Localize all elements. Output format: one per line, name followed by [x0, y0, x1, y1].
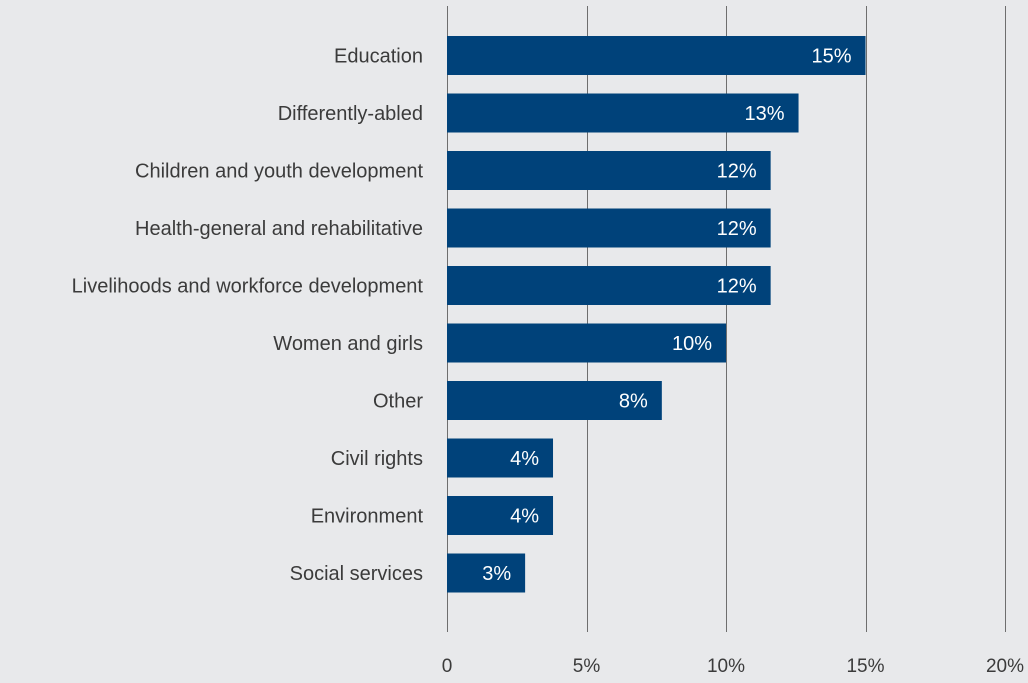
bar-value-label: 8% — [619, 391, 648, 413]
bars — [447, 36, 866, 593]
x-tick-label: 20% — [986, 656, 1024, 677]
category-label: Other — [373, 391, 423, 413]
bar — [447, 93, 799, 133]
bar-value-label: 10% — [672, 333, 712, 355]
bar — [447, 36, 866, 75]
value-labels: 15% 13% 12% 12% 12% 10% 8% 4% 4% 3% — [482, 46, 852, 586]
category-label: Education — [334, 46, 423, 68]
x-tick-label: 5% — [573, 656, 601, 677]
category-label: Civil rights — [331, 448, 423, 470]
bar — [447, 151, 771, 190]
category-label: Children and youth development — [135, 161, 423, 183]
category-label: Women and girls — [273, 333, 423, 355]
bar — [447, 323, 726, 363]
bar — [447, 553, 526, 593]
bar-value-label: 3% — [482, 563, 511, 585]
category-label: Environment — [311, 506, 424, 528]
bar — [447, 496, 554, 535]
bar-value-label: 12% — [717, 218, 757, 240]
bar — [447, 266, 771, 305]
category-label: Health-general and rehabilitative — [135, 218, 423, 240]
category-label: Livelihoods and workforce development — [72, 276, 424, 298]
bar-value-label: 13% — [745, 103, 785, 125]
x-tick-label: 10% — [707, 656, 745, 677]
bar-value-label: 12% — [717, 276, 757, 298]
bar — [447, 381, 662, 420]
bar — [447, 438, 554, 478]
bar-value-label: 15% — [811, 46, 851, 68]
bar-value-label: 4% — [510, 506, 539, 528]
category-label: Social services — [290, 563, 423, 585]
bar-value-label: 4% — [510, 448, 539, 470]
bar — [447, 208, 771, 248]
x-tick-label: 15% — [846, 656, 884, 677]
x-axis-tick-labels: 0 5% 10% 15% 20% — [442, 656, 1024, 677]
category-label: Differently-abled — [278, 103, 423, 125]
bar-value-label: 12% — [717, 161, 757, 183]
category-labels: Education Differently-abled Children and y… — [72, 46, 424, 586]
x-tick-label: 0 — [442, 656, 453, 677]
